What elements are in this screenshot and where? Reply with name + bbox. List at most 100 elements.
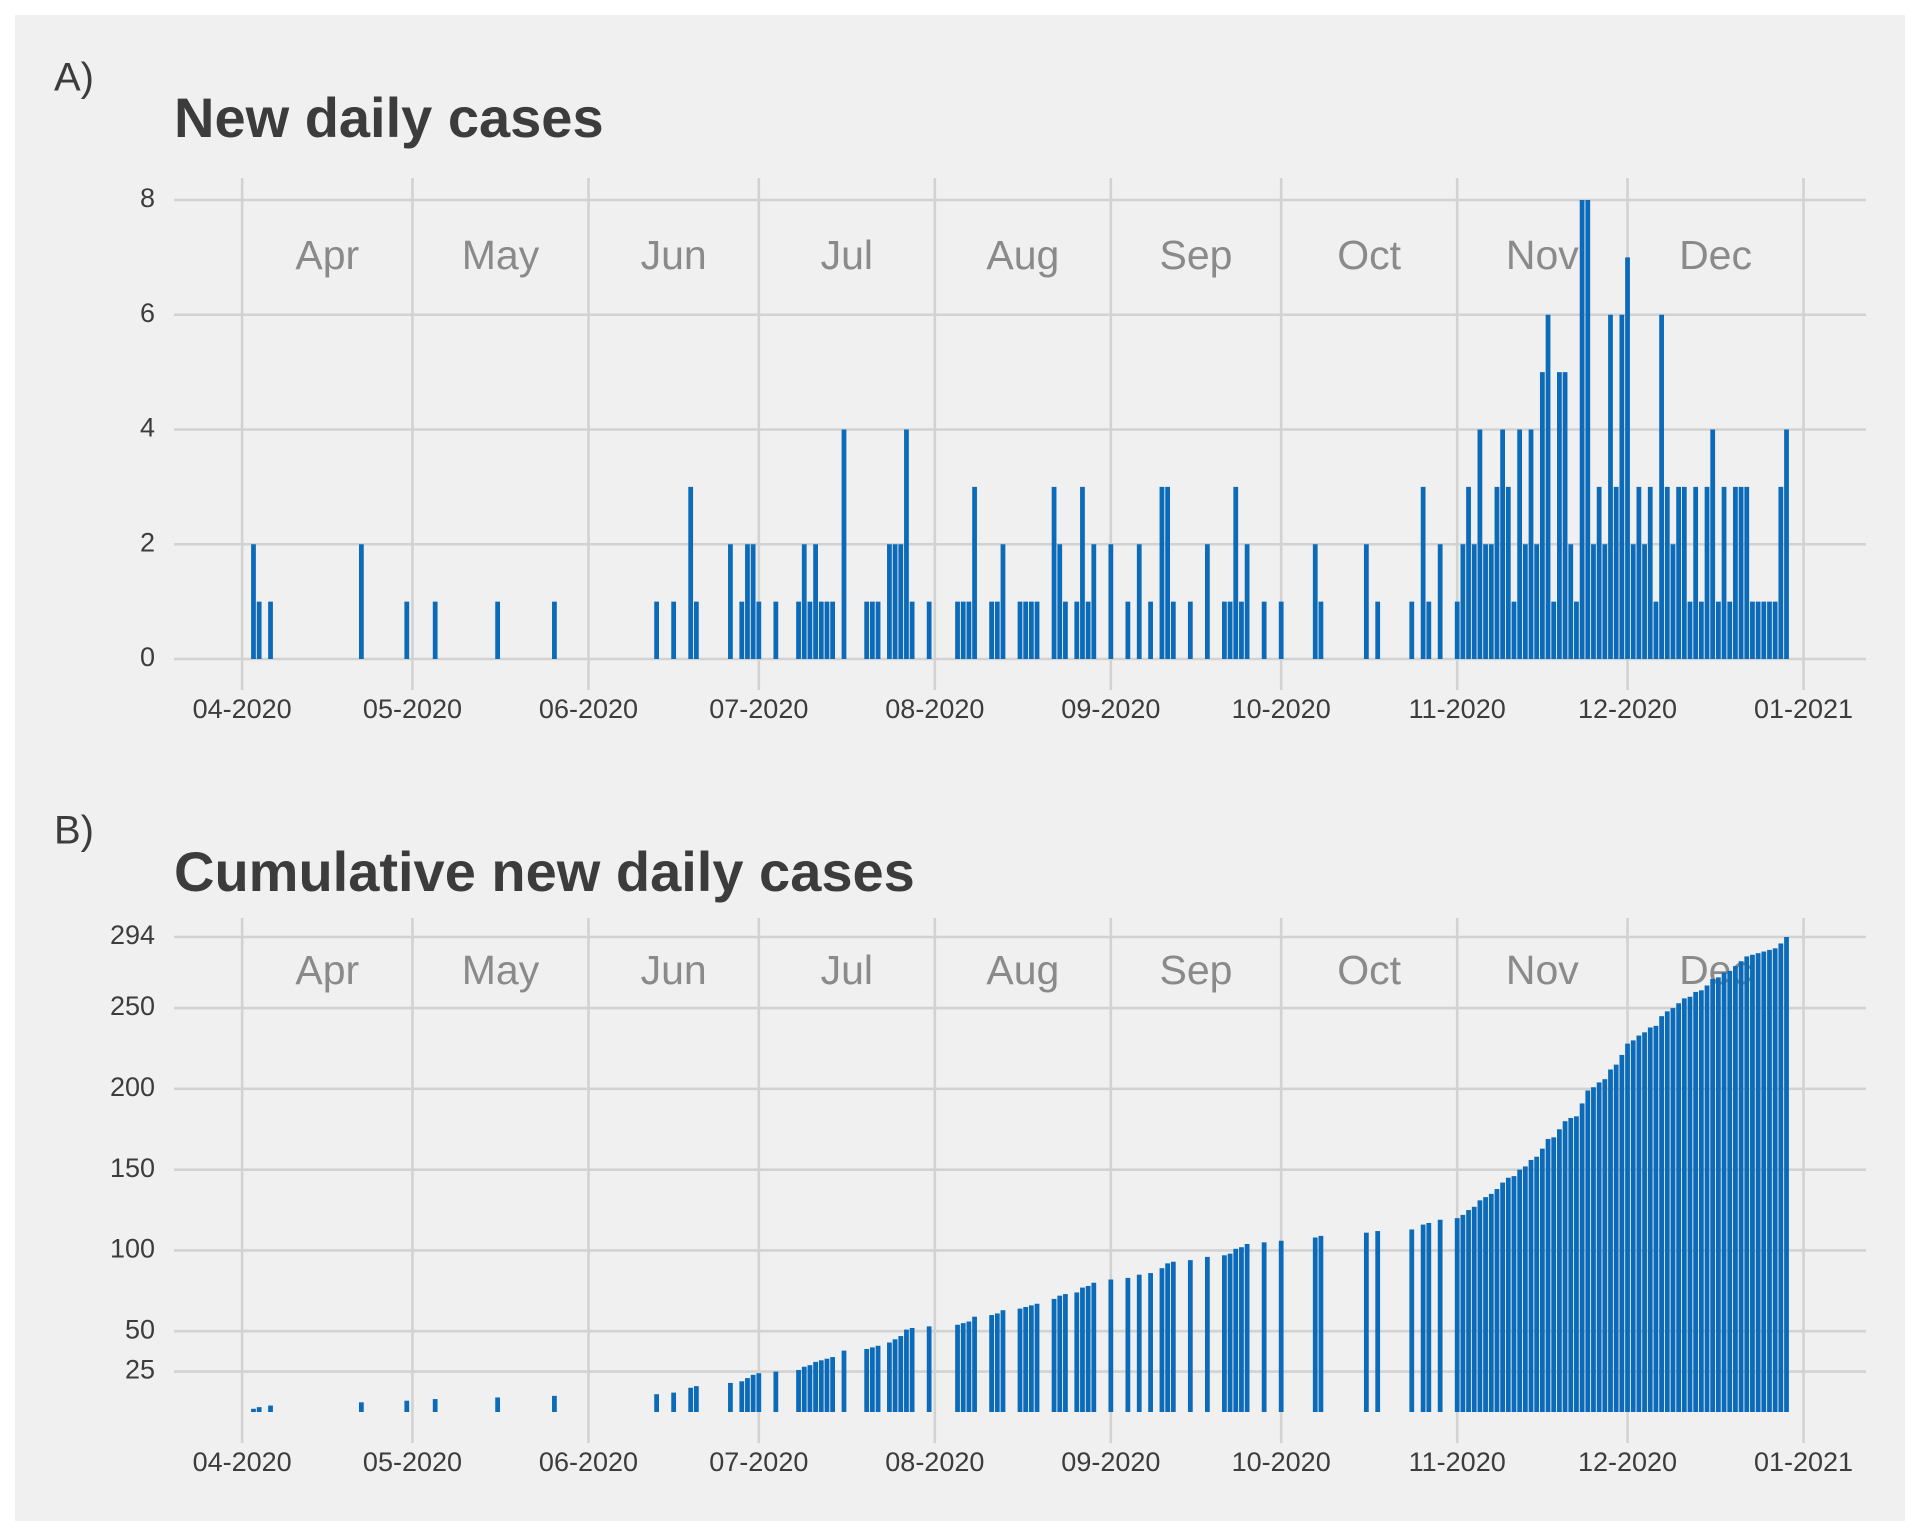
- bar: [739, 601, 745, 659]
- bar: [966, 1321, 972, 1412]
- bar: [495, 601, 501, 659]
- bar: [688, 1387, 694, 1412]
- bar: [1625, 1043, 1630, 1412]
- month-label: Dec: [1679, 232, 1752, 278]
- panel-label: A): [54, 56, 94, 100]
- bar: [1557, 1129, 1562, 1412]
- bar: [1715, 601, 1721, 659]
- bar: [1505, 486, 1511, 659]
- bar: [1051, 1298, 1057, 1412]
- x-tick-label: 07-2020: [709, 694, 808, 724]
- bar: [1091, 1282, 1097, 1412]
- bar: [654, 1394, 660, 1412]
- bar: [1687, 996, 1693, 1412]
- bar: [693, 1386, 699, 1412]
- bar: [1670, 1008, 1676, 1412]
- bar: [773, 1371, 779, 1412]
- bar: [1494, 1189, 1500, 1412]
- bar: [830, 601, 836, 659]
- bar: [1676, 1003, 1682, 1412]
- bar: [1244, 544, 1250, 659]
- bar: [926, 601, 932, 659]
- bar: [1466, 1210, 1471, 1412]
- bar: [892, 544, 898, 659]
- bar: [1170, 601, 1176, 659]
- bar: [1698, 601, 1704, 659]
- bar: [892, 1339, 898, 1412]
- bar: [1636, 1035, 1642, 1412]
- month-label: Jul: [821, 947, 873, 993]
- bar: [756, 601, 762, 659]
- bar: [869, 601, 875, 659]
- bar: [1023, 601, 1029, 659]
- bar: [1522, 1166, 1528, 1412]
- bar: [1608, 314, 1613, 659]
- x-tick-label: 01-2021: [1754, 1447, 1853, 1477]
- bar: [1642, 1032, 1647, 1412]
- bar: [1471, 544, 1477, 659]
- bar: [1659, 1016, 1664, 1412]
- bar: [1426, 1222, 1432, 1412]
- x-tick-label: 06-2020: [539, 1447, 638, 1477]
- bar: [824, 601, 830, 659]
- bar: [1233, 486, 1239, 659]
- bar: [1528, 1159, 1534, 1412]
- bar: [671, 1392, 677, 1412]
- bar: [887, 1342, 892, 1412]
- bar: [1733, 486, 1738, 659]
- x-tick-label: 11-2020: [1409, 694, 1506, 724]
- bar: [864, 601, 870, 659]
- bar: [1727, 601, 1733, 659]
- y-tick-label: 6: [140, 298, 155, 328]
- bar: [1511, 1176, 1517, 1412]
- bar: [1653, 1025, 1659, 1412]
- bar: [841, 429, 847, 659]
- bar: [1784, 937, 1789, 1412]
- x-tick-label: 07-2020: [709, 1447, 808, 1477]
- y-tick-label: 0: [140, 642, 155, 672]
- bar: [1312, 1237, 1318, 1412]
- bar: [1278, 601, 1284, 659]
- bar: [1187, 1260, 1193, 1412]
- bar: [1750, 601, 1755, 659]
- y-tick-label: 4: [140, 413, 155, 443]
- bar: [1591, 544, 1596, 659]
- bar: [745, 1378, 750, 1412]
- bar: [1148, 601, 1153, 659]
- bar: [1091, 544, 1097, 659]
- bar: [1642, 544, 1647, 659]
- bar: [688, 486, 694, 659]
- bar: [1028, 601, 1034, 659]
- bar: [1551, 601, 1557, 659]
- bar: [1562, 372, 1568, 659]
- bar: [1108, 544, 1114, 659]
- bar: [1744, 956, 1750, 1412]
- y-tick-label: 250: [110, 991, 155, 1021]
- bar: [818, 1360, 824, 1412]
- bar: [1585, 200, 1591, 659]
- bar: [1409, 1229, 1415, 1412]
- bar: [1710, 979, 1716, 1412]
- bar: [1704, 985, 1710, 1412]
- month-label: Jun: [641, 232, 707, 278]
- bar: [1204, 544, 1210, 659]
- bar: [404, 1400, 410, 1412]
- bar: [1630, 544, 1636, 659]
- bar: [1261, 601, 1267, 659]
- bar: [1017, 601, 1023, 659]
- bar: [432, 601, 438, 659]
- bar: [1108, 1279, 1114, 1412]
- bar: [1261, 1242, 1267, 1412]
- bar: [1233, 1248, 1239, 1412]
- bar: [693, 601, 699, 659]
- bar: [1375, 1231, 1381, 1412]
- bar: [1028, 1305, 1034, 1412]
- bar: [1074, 1292, 1080, 1412]
- bar: [1596, 1082, 1602, 1412]
- bar: [801, 1366, 807, 1412]
- bar: [1761, 601, 1767, 659]
- x-tick-label: 10-2020: [1232, 694, 1331, 724]
- bar: [1784, 429, 1789, 659]
- bar: [552, 601, 557, 659]
- bar: [1437, 1219, 1443, 1412]
